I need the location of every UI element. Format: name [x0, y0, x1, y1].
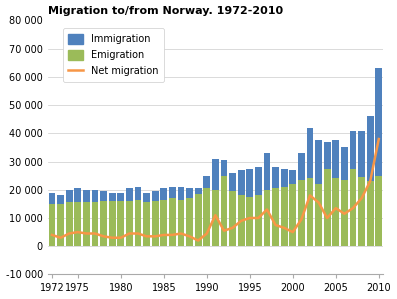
Bar	[74, 202, 81, 246]
Bar	[57, 204, 64, 246]
Bar	[143, 193, 150, 246]
Bar	[212, 190, 219, 246]
Bar	[281, 169, 287, 246]
Bar	[195, 188, 202, 246]
Bar	[48, 204, 56, 246]
Bar	[143, 202, 150, 246]
Bar	[264, 153, 270, 246]
Bar	[152, 191, 159, 246]
Bar	[66, 202, 73, 246]
Bar	[126, 201, 133, 246]
Bar	[246, 197, 253, 246]
Bar	[358, 131, 365, 246]
Bar	[281, 187, 287, 246]
Bar	[169, 198, 176, 246]
Bar	[177, 200, 185, 246]
Text: Migration to/from Norway. 1972-2010: Migration to/from Norway. 1972-2010	[48, 6, 283, 16]
Bar	[375, 68, 382, 246]
Bar	[358, 177, 365, 246]
Bar	[126, 188, 133, 246]
Bar	[186, 198, 193, 246]
Bar	[195, 194, 202, 246]
Bar	[109, 201, 116, 246]
Bar	[169, 187, 176, 246]
Bar	[212, 159, 219, 246]
Bar	[177, 187, 185, 246]
Bar	[118, 201, 124, 246]
Bar	[57, 196, 64, 246]
Bar	[289, 170, 296, 246]
Bar	[367, 116, 374, 246]
Bar	[238, 196, 245, 246]
Bar	[332, 141, 339, 246]
Bar	[246, 169, 253, 246]
Bar	[255, 196, 262, 246]
Bar	[83, 202, 90, 246]
Bar	[341, 147, 348, 246]
Bar	[375, 176, 382, 246]
Bar	[341, 180, 348, 246]
Legend: Immigration, Emigration, Net migration: Immigration, Emigration, Net migration	[63, 28, 164, 82]
Bar	[229, 173, 236, 246]
Bar	[238, 170, 245, 246]
Bar	[306, 128, 313, 246]
Bar	[349, 169, 357, 246]
Bar	[349, 131, 357, 246]
Bar	[315, 141, 322, 246]
Bar	[100, 201, 107, 246]
Bar	[264, 190, 270, 246]
Bar	[367, 181, 374, 246]
Bar	[135, 200, 141, 246]
Bar	[203, 176, 210, 246]
Bar	[289, 184, 296, 246]
Bar	[74, 188, 81, 246]
Bar	[92, 202, 98, 246]
Bar	[220, 160, 227, 246]
Bar	[229, 191, 236, 246]
Bar	[83, 190, 90, 246]
Bar	[109, 193, 116, 246]
Bar	[298, 180, 305, 246]
Bar	[298, 153, 305, 246]
Bar	[160, 200, 167, 246]
Bar	[272, 188, 279, 246]
Bar	[255, 167, 262, 246]
Bar	[272, 167, 279, 246]
Bar	[48, 193, 56, 246]
Bar	[324, 142, 331, 246]
Bar	[152, 201, 159, 246]
Bar	[203, 188, 210, 246]
Bar	[100, 191, 107, 246]
Bar	[315, 184, 322, 246]
Bar	[324, 169, 331, 246]
Bar	[92, 190, 98, 246]
Bar	[186, 188, 193, 246]
Bar	[66, 190, 73, 246]
Bar	[160, 188, 167, 246]
Bar	[332, 179, 339, 246]
Bar	[220, 176, 227, 246]
Bar	[135, 187, 141, 246]
Bar	[306, 179, 313, 246]
Bar	[118, 193, 124, 246]
